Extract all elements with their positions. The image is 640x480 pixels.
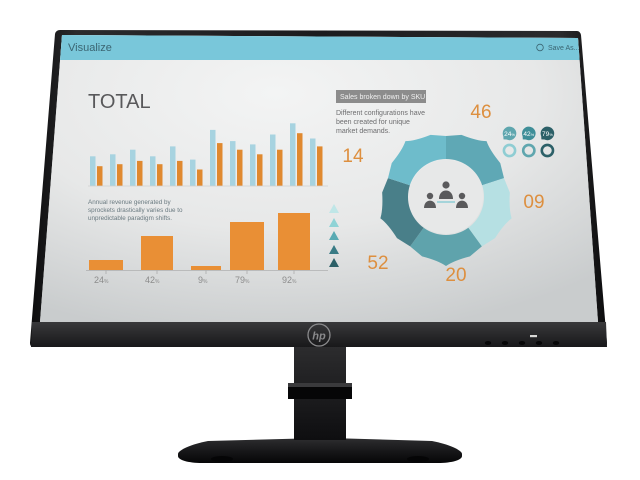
svg-text:52: 52 [367, 253, 388, 274]
svg-text:09: 09 [523, 192, 544, 213]
svg-text:market demands.: market demands. [336, 128, 390, 135]
svg-text:Different configurations have: Different configurations have [336, 110, 425, 117]
svg-text:20: 20 [445, 265, 466, 286]
svg-text:been created for unique: been created for unique [336, 119, 410, 126]
svg-text:24%: 24% [504, 131, 515, 138]
svg-text:42%: 42% [523, 131, 534, 138]
svg-text:TOTAL: TOTAL [88, 91, 151, 113]
svg-text:unpredictable paradigm shifts.: unpredictable paradigm shifts. [88, 215, 172, 222]
svg-text:Annual revenue generated by: Annual revenue generated by [88, 199, 171, 206]
svg-text:Sales broken down by SKU: Sales broken down by SKU [340, 94, 425, 101]
svg-text:79%: 79% [542, 131, 553, 138]
svg-text:sprockets drastically varies d: sprockets drastically varies due to [88, 207, 183, 214]
svg-text:46: 46 [470, 102, 491, 123]
svg-text:14: 14 [342, 146, 364, 167]
svg-text:hp: hp [312, 331, 326, 343]
svg-text:Visualize: Visualize [68, 42, 112, 54]
svg-text:Save As...: Save As... [548, 45, 580, 52]
